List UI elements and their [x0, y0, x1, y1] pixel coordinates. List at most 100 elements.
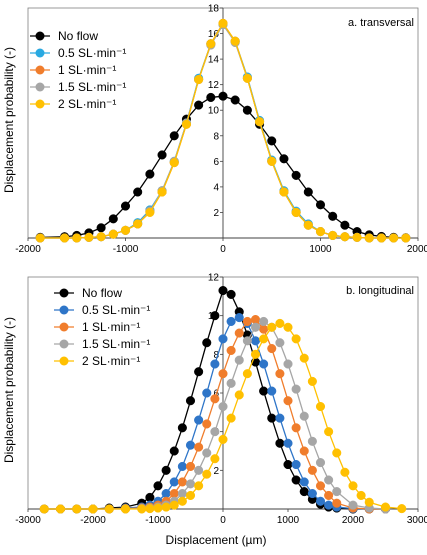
- legend-swatch-marker: [35, 65, 45, 75]
- legend: No flow 0.5 SL·min⁻¹ 1 SL·min⁻¹ 1.5 SL·min⁻…: [54, 286, 150, 368]
- data-point: [194, 465, 204, 475]
- x-tick-label: 0: [220, 244, 226, 255]
- data-point: [291, 384, 301, 394]
- data-point: [259, 324, 269, 334]
- x-tick-label: 1000: [309, 244, 332, 255]
- data-point: [218, 434, 228, 444]
- x-tick-label: -1000: [145, 515, 171, 526]
- data-point: [401, 233, 411, 243]
- data-point: [230, 95, 240, 105]
- legend-label: 0.5 SL·min⁻¹: [82, 303, 150, 317]
- data-point: [328, 230, 338, 240]
- chart-panel-a: 2 4 6 8 10 12 14 16 18 -2000 -1000 0 1000 2000 a. tran…: [15, 4, 427, 256]
- legend-label: No flow: [82, 286, 122, 300]
- data-point: [267, 343, 277, 354]
- data-point: [120, 225, 131, 235]
- legend: No flow 0.5 SL·min⁻¹ 1 SL·min⁻¹ 1.5 SL·min⁻…: [30, 29, 126, 111]
- data-point: [72, 504, 82, 514]
- data-point: [279, 154, 289, 164]
- data-point: [218, 285, 228, 296]
- data-point: [169, 477, 179, 487]
- y-tick-label: 2: [213, 208, 219, 219]
- data-point: [39, 504, 49, 514]
- data-point: [137, 504, 147, 514]
- x-axis-title: Displacement (µm): [166, 533, 267, 547]
- data-point: [283, 322, 293, 332]
- data-point: [161, 502, 171, 512]
- data-point: [133, 219, 143, 229]
- data-point: [84, 232, 94, 242]
- data-point: [299, 446, 309, 456]
- data-point: [169, 131, 179, 141]
- data-point: [324, 490, 334, 501]
- data-point: [185, 490, 196, 501]
- legend-swatch-marker: [35, 31, 45, 41]
- x-tick-label: 0: [220, 515, 226, 526]
- data-point: [185, 440, 196, 450]
- data-point: [60, 233, 70, 243]
- data-point: [291, 423, 301, 433]
- data-point: [202, 469, 212, 479]
- legend-swatch-marker: [35, 99, 45, 109]
- data-point: [202, 338, 212, 348]
- data-point: [299, 411, 309, 421]
- data-point: [242, 336, 252, 346]
- data-point: [348, 481, 358, 491]
- data-point: [177, 496, 187, 506]
- data-point: [332, 498, 342, 508]
- data-point: [299, 487, 309, 497]
- data-point: [250, 322, 261, 332]
- data-point: [96, 223, 106, 233]
- legend-label: 1.5 SL·min⁻¹: [58, 80, 126, 94]
- data-point: [250, 314, 261, 325]
- data-point: [307, 488, 317, 499]
- x-tick-label: 3000: [407, 515, 427, 526]
- data-point: [120, 504, 131, 514]
- data-point: [389, 233, 399, 243]
- data-point: [299, 477, 309, 487]
- data-point: [226, 345, 236, 356]
- y-axis-title-b: Displacement probability (-): [2, 317, 16, 463]
- y-tick-label: 10: [208, 106, 220, 117]
- x-tick-label: -2000: [15, 244, 41, 255]
- data-point: [291, 475, 301, 485]
- data-point: [108, 214, 118, 224]
- x-tick-label: -1000: [113, 244, 139, 255]
- data-point: [340, 232, 350, 242]
- data-point: [210, 311, 220, 321]
- data-point: [177, 477, 187, 487]
- data-point: [35, 233, 45, 243]
- data-point: [202, 419, 212, 429]
- data-point: [108, 229, 118, 239]
- data-point: [161, 465, 171, 475]
- data-point: [169, 488, 179, 499]
- data-point: [299, 353, 309, 363]
- data-point: [177, 461, 187, 472]
- data-point: [242, 316, 252, 327]
- data-point: [206, 92, 216, 102]
- data-point: [255, 117, 265, 127]
- data-point: [234, 313, 244, 323]
- legend-label: 2 SL·min⁻¹: [82, 354, 140, 368]
- data-point: [226, 413, 236, 423]
- data-point: [226, 289, 236, 299]
- x-tick-label: 2000: [407, 244, 427, 255]
- legend-label: 2 SL·min⁻¹: [58, 97, 116, 111]
- data-point: [267, 156, 277, 166]
- legend-label: 0.5 SL·min⁻¹: [58, 46, 126, 60]
- y-tick-label: 2: [213, 466, 219, 477]
- legend-label: No flow: [58, 29, 98, 43]
- data-point: [202, 388, 212, 398]
- data-point: [291, 170, 301, 180]
- data-point: [218, 334, 228, 344]
- data-point: [315, 496, 326, 506]
- panel-title: b. longitudinal: [346, 285, 414, 297]
- data-point: [324, 475, 334, 485]
- data-point: [153, 503, 163, 513]
- data-point: [206, 39, 216, 49]
- series-4: [39, 318, 407, 514]
- data-point: [145, 169, 155, 179]
- data-point: [242, 369, 252, 379]
- data-point: [283, 438, 293, 448]
- y-tick-label: 8: [213, 131, 219, 142]
